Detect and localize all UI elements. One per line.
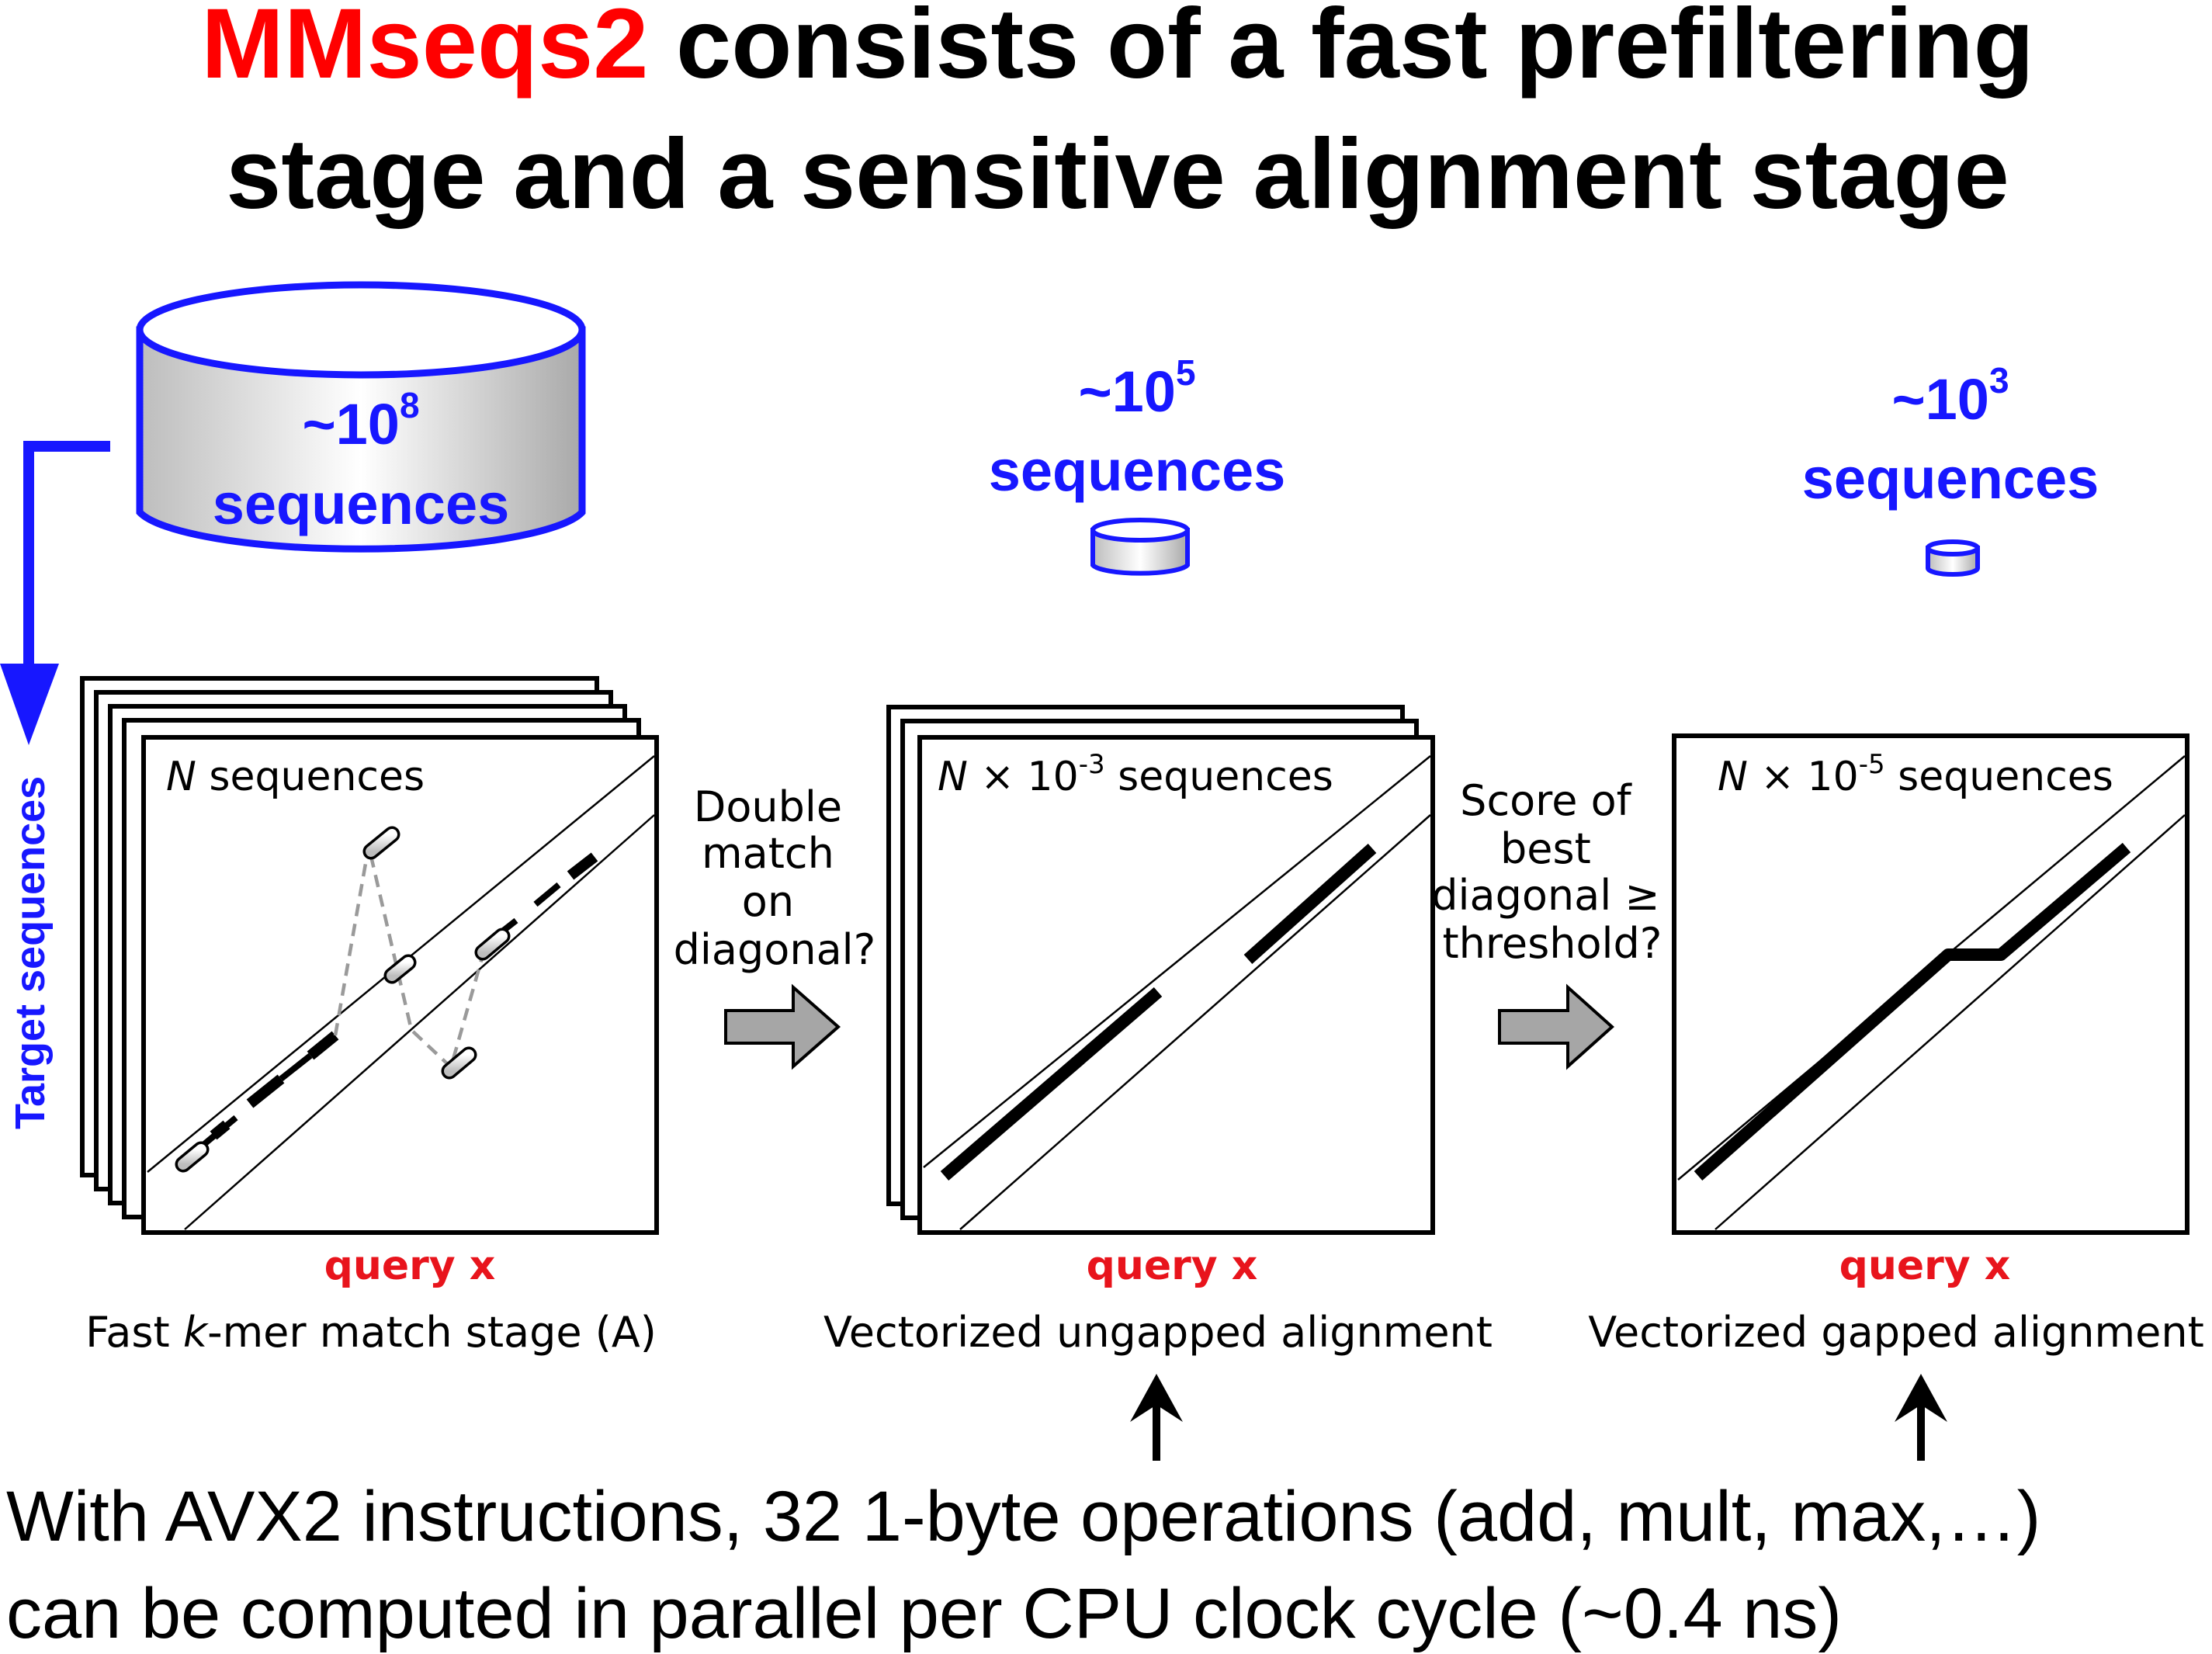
arrow2-question: Score of best diagonal ≥ threshold?	[1431, 776, 1673, 968]
panel1-title: N sequences	[166, 754, 425, 800]
stage3-label: sequences	[1802, 446, 2099, 511]
panel3-title: N × 10-5 sequences	[1718, 749, 2113, 800]
title-highlight: MMseqs2	[201, 0, 648, 99]
panel2-stack	[886, 705, 1435, 1235]
database-count: ~108	[302, 385, 419, 456]
panel2-caption: Vectorized ungapped alignment	[823, 1308, 1493, 1357]
panel2-content	[923, 755, 1431, 1230]
slide-title-line2: stage and a sensitive alignment stage	[226, 119, 2009, 230]
arrow1	[724, 983, 841, 1070]
panel1-caption: Fast k-mer match stage (A)	[85, 1308, 657, 1357]
stage3-cylinder	[1926, 539, 1980, 577]
stage3-count: ~103	[1891, 360, 2009, 432]
panel1-content	[147, 755, 655, 1230]
panel3-axis-label: query x	[1839, 1243, 2011, 1289]
title-line1: consists of a fast prefiltering	[648, 0, 2033, 99]
panel3-content	[1677, 755, 2186, 1230]
database-label: sequences	[213, 472, 510, 536]
stage2-cylinder	[1090, 518, 1190, 576]
bottom-text-line1: With AVX2 instructions, 32 1-byte operat…	[6, 1477, 2040, 1556]
stage2-label: sequences	[989, 439, 1286, 503]
panel1-axis-label: query x	[324, 1243, 496, 1289]
up-arrow-gapped	[1895, 1374, 1947, 1461]
arrow1-question: Double match on diagonal?	[674, 782, 876, 974]
panel3-box	[1672, 733, 2189, 1235]
panel3-caption: Vectorized gapped alignment	[1588, 1308, 2204, 1357]
panel2-axis-label: query x	[1087, 1243, 1258, 1289]
bottom-text-line2: can be computed in parallel per CPU cloc…	[6, 1574, 1842, 1653]
up-arrow-ungapped	[1130, 1374, 1183, 1461]
feed-arrow	[0, 441, 110, 745]
arrow2	[1498, 983, 1614, 1070]
panel1-stack	[80, 676, 659, 1235]
slide-title: MMseqs2 consists of a fast prefiltering	[201, 0, 2033, 99]
panel2-title: N × 10-3 sequences	[938, 749, 1333, 800]
stage2-count: ~105	[1078, 352, 1195, 424]
database-cylinder	[136, 281, 586, 553]
y-axis-label: Target sequences	[7, 776, 54, 1129]
